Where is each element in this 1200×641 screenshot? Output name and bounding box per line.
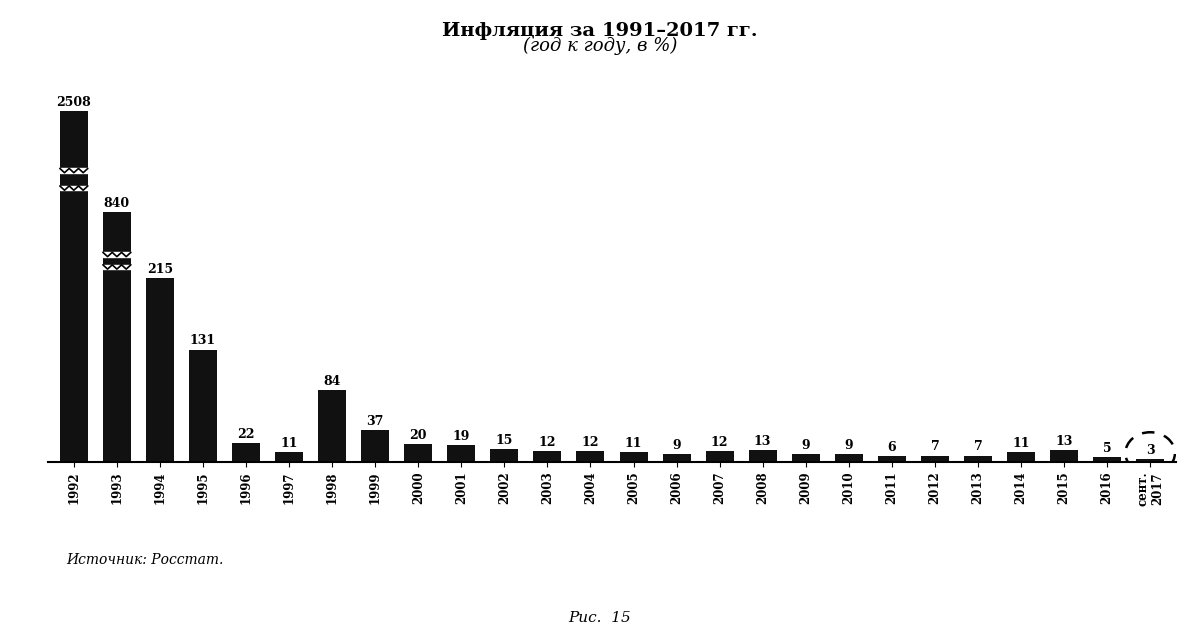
Text: 7: 7 <box>930 440 940 453</box>
Bar <box>190 349 217 462</box>
Bar <box>534 451 562 462</box>
Text: 12: 12 <box>710 436 728 449</box>
Bar <box>146 278 174 462</box>
Text: 131: 131 <box>190 335 216 347</box>
Bar <box>275 452 304 462</box>
Text: 11: 11 <box>1013 437 1030 450</box>
Bar <box>706 451 733 462</box>
Bar <box>576 451 605 462</box>
Text: 11: 11 <box>281 437 298 450</box>
Bar <box>232 443 260 462</box>
Text: 37: 37 <box>366 415 384 428</box>
Bar <box>318 390 346 462</box>
Text: 215: 215 <box>146 263 173 276</box>
Bar <box>60 186 88 190</box>
Text: 3: 3 <box>1146 444 1154 457</box>
Text: 11: 11 <box>625 437 642 450</box>
Bar <box>60 169 88 172</box>
Text: 22: 22 <box>238 428 254 440</box>
Text: 2508: 2508 <box>56 96 91 109</box>
Text: Рис.  15: Рис. 15 <box>569 611 631 625</box>
Bar <box>361 430 389 462</box>
Text: 20: 20 <box>409 429 427 442</box>
Text: 13: 13 <box>754 435 772 448</box>
Bar <box>1136 459 1164 462</box>
Text: Инфляция за 1991–2017 гг.: Инфляция за 1991–2017 гг. <box>442 22 758 40</box>
Bar <box>448 445 475 462</box>
Bar <box>404 444 432 462</box>
Bar <box>964 456 992 462</box>
Text: 840: 840 <box>104 197 130 210</box>
Text: 84: 84 <box>324 374 341 388</box>
Text: 12: 12 <box>539 436 556 449</box>
Bar <box>920 456 949 462</box>
Bar <box>103 212 131 462</box>
Bar <box>619 452 648 462</box>
Text: 15: 15 <box>496 433 514 447</box>
Text: Источник: Росстат.: Источник: Росстат. <box>66 553 223 567</box>
Bar <box>792 454 820 462</box>
Bar <box>1007 452 1034 462</box>
Bar <box>60 111 88 462</box>
Bar <box>835 454 863 462</box>
Text: 7: 7 <box>973 440 983 453</box>
Bar <box>749 451 776 462</box>
Bar <box>878 456 906 462</box>
Bar <box>103 265 131 269</box>
Bar <box>103 253 131 256</box>
Text: 9: 9 <box>845 438 853 452</box>
Text: (год к году, в %): (год к году, в %) <box>523 37 677 55</box>
Bar <box>491 449 518 462</box>
Bar <box>1093 457 1121 462</box>
Text: 9: 9 <box>802 438 810 452</box>
Bar <box>1050 451 1078 462</box>
Text: 9: 9 <box>672 438 680 452</box>
Text: 6: 6 <box>888 441 896 454</box>
Text: 19: 19 <box>452 430 470 443</box>
Text: 12: 12 <box>582 436 599 449</box>
Text: 13: 13 <box>1055 435 1073 448</box>
Text: 5: 5 <box>1103 442 1111 455</box>
Bar <box>662 454 690 462</box>
